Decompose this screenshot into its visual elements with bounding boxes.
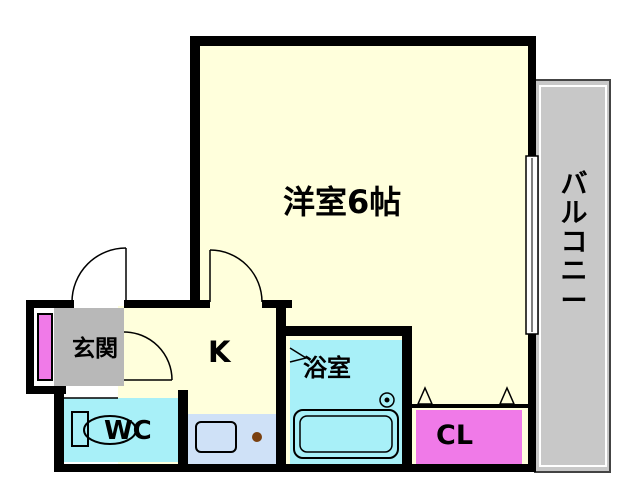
kitchen-label: K — [208, 335, 231, 369]
bathtub-inner — [299, 415, 393, 453]
balcony-label: バルコニー — [560, 169, 588, 317]
entrance-label: 玄関 — [72, 336, 118, 362]
toilet-label: WC — [104, 416, 152, 446]
balcony — [534, 79, 611, 473]
balcony-window — [525, 155, 539, 335]
drain-icon — [252, 432, 262, 442]
western-room-label: 洋室6帖 — [283, 183, 402, 221]
door-swing-icon — [60, 247, 308, 399]
walls — [26, 36, 536, 472]
bathroom-label: 浴室 — [303, 354, 351, 382]
faucet-icon — [379, 392, 395, 408]
shoe-cabinet — [37, 313, 53, 381]
entrance-floor — [54, 308, 124, 386]
bathtub-icon — [293, 409, 399, 459]
sink-basin-icon — [195, 421, 237, 453]
toilet-bowl-icon — [71, 411, 137, 447]
closet-label: CL — [436, 420, 474, 451]
closet-floor — [416, 410, 522, 464]
